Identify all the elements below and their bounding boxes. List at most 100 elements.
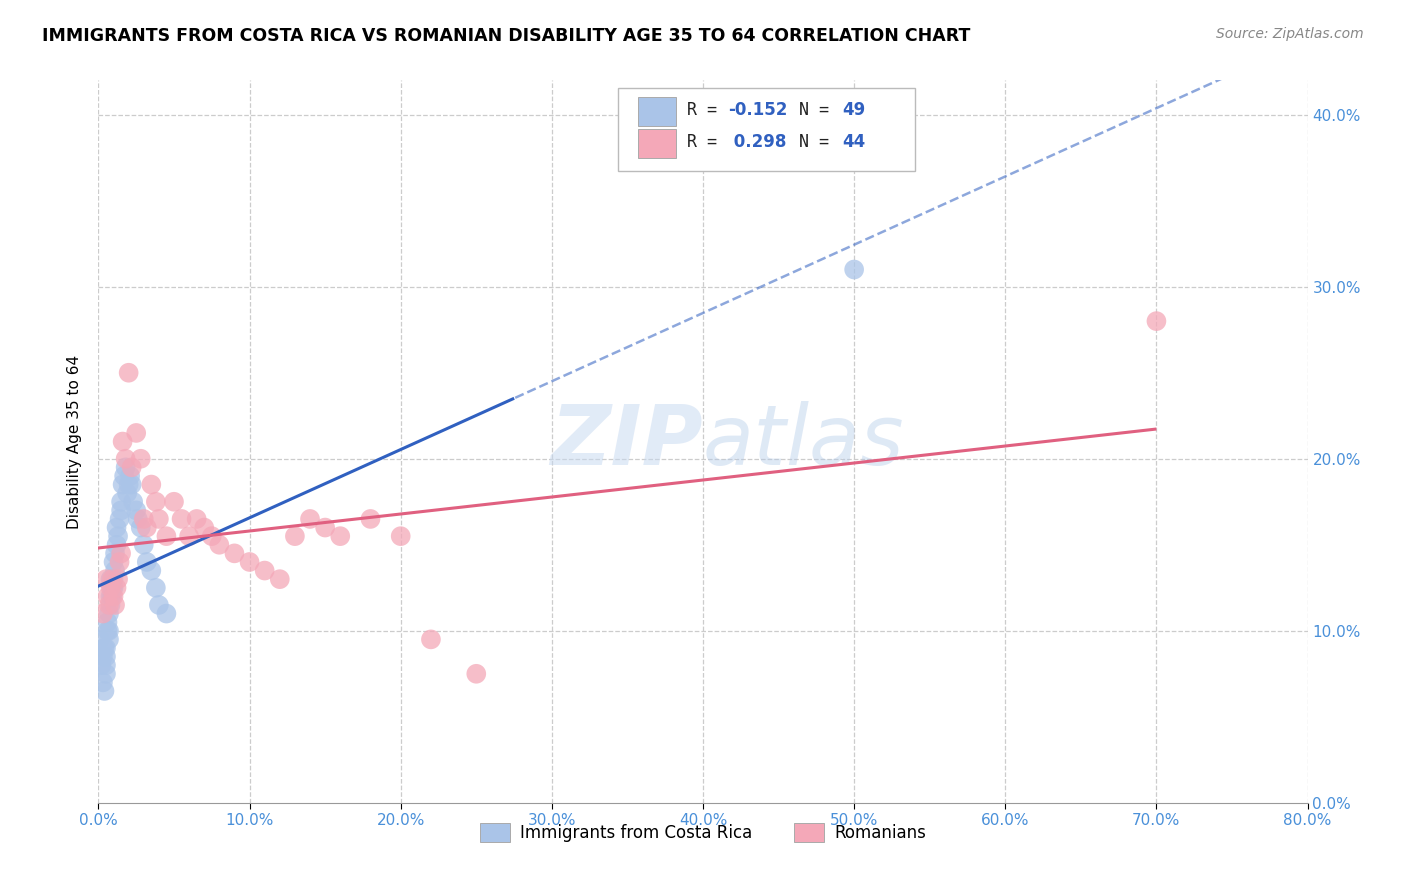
Point xyxy=(107,572,129,586)
Point xyxy=(103,590,125,604)
Point xyxy=(112,469,135,483)
Point xyxy=(239,555,262,569)
Point xyxy=(115,486,138,500)
Point xyxy=(103,572,125,586)
Text: IMMIGRANTS FROM COSTA RICA VS ROMANIAN DISABILITY AGE 35 TO 64 CORRELATION CHART: IMMIGRANTS FROM COSTA RICA VS ROMANIAN D… xyxy=(42,27,970,45)
Point xyxy=(224,546,246,560)
Point xyxy=(98,624,121,638)
Point xyxy=(155,607,177,621)
Point xyxy=(299,512,322,526)
Point xyxy=(111,477,134,491)
Point xyxy=(186,512,208,526)
Point xyxy=(100,590,122,604)
Point xyxy=(122,494,145,508)
Point xyxy=(129,520,152,534)
Point xyxy=(170,512,193,526)
Point xyxy=(125,503,148,517)
Point xyxy=(179,529,201,543)
Text: -0.152: -0.152 xyxy=(728,101,787,119)
Point xyxy=(201,529,224,543)
Point xyxy=(314,520,336,534)
Point xyxy=(91,675,114,690)
Point xyxy=(121,460,143,475)
Point xyxy=(269,572,291,586)
Point xyxy=(844,262,866,277)
Text: atlas: atlas xyxy=(703,401,904,482)
Text: 0.298: 0.298 xyxy=(728,134,787,152)
Point xyxy=(208,538,231,552)
Point xyxy=(96,590,118,604)
Point xyxy=(94,649,117,664)
Point xyxy=(98,598,121,612)
Point xyxy=(114,451,136,466)
Point xyxy=(108,512,131,526)
Point xyxy=(94,658,117,673)
Point xyxy=(111,434,134,449)
Point xyxy=(104,564,127,578)
Point xyxy=(104,546,127,560)
Point xyxy=(284,529,307,543)
Point xyxy=(132,538,155,552)
Point xyxy=(163,494,186,508)
Point xyxy=(98,632,121,647)
Point xyxy=(94,572,117,586)
Point xyxy=(148,512,170,526)
Point xyxy=(121,477,143,491)
Text: 44: 44 xyxy=(842,134,865,152)
Text: N =: N = xyxy=(799,134,838,152)
Point xyxy=(135,520,157,534)
Point xyxy=(1144,314,1167,328)
Point xyxy=(420,632,443,647)
Point xyxy=(127,512,149,526)
Point xyxy=(155,529,177,543)
Point xyxy=(105,581,128,595)
FancyBboxPatch shape xyxy=(638,97,676,126)
Point xyxy=(360,512,382,526)
Point xyxy=(465,666,488,681)
Point xyxy=(125,425,148,440)
Point xyxy=(96,624,118,638)
Point xyxy=(100,572,122,586)
Text: 49: 49 xyxy=(842,101,865,119)
Point xyxy=(129,451,152,466)
Point xyxy=(90,658,112,673)
Text: R =: R = xyxy=(688,134,727,152)
Y-axis label: Disability Age 35 to 64: Disability Age 35 to 64 xyxy=(67,354,83,529)
Text: ZIP: ZIP xyxy=(550,401,703,482)
Point xyxy=(132,512,155,526)
Point xyxy=(389,529,412,543)
Point xyxy=(93,684,115,698)
Point xyxy=(135,555,157,569)
Point xyxy=(100,598,122,612)
Point xyxy=(91,607,114,621)
Point xyxy=(94,640,117,655)
Legend: Immigrants from Costa Rica, Romanians: Immigrants from Costa Rica, Romanians xyxy=(474,816,932,848)
Point xyxy=(253,564,276,578)
Point xyxy=(145,494,167,508)
FancyBboxPatch shape xyxy=(619,87,915,170)
Text: R =: R = xyxy=(688,101,727,119)
Point xyxy=(105,520,128,534)
Point xyxy=(110,494,132,508)
Point xyxy=(96,615,118,630)
Text: N =: N = xyxy=(799,101,838,119)
Point xyxy=(120,469,142,483)
Point xyxy=(110,503,132,517)
Text: Source: ZipAtlas.com: Source: ZipAtlas.com xyxy=(1216,27,1364,41)
Point xyxy=(110,546,132,560)
Point xyxy=(93,640,115,655)
Point xyxy=(103,581,125,595)
Point xyxy=(114,460,136,475)
Point xyxy=(108,555,131,569)
Point xyxy=(101,590,124,604)
Point xyxy=(145,581,167,595)
Point xyxy=(118,366,141,380)
Point xyxy=(141,564,163,578)
Point xyxy=(104,598,127,612)
Point xyxy=(103,555,125,569)
Point xyxy=(89,632,111,647)
Point xyxy=(141,477,163,491)
FancyBboxPatch shape xyxy=(638,128,676,158)
Point xyxy=(107,529,129,543)
Point xyxy=(101,572,124,586)
